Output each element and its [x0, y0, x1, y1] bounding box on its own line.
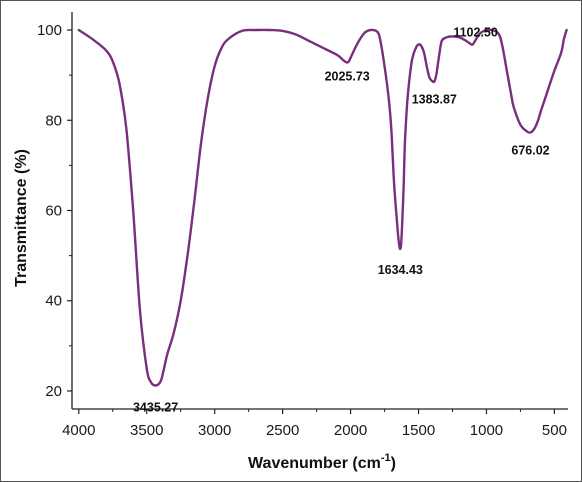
x-tick-label-1500: 1500: [402, 422, 435, 439]
x-axis-title-superscript: -1: [381, 452, 391, 464]
peak-annotations: 3435.27 2025.73 1634.43 1383.87 1102.50 676.0…: [133, 25, 550, 414]
peak-label-5: 676.02: [511, 143, 549, 157]
peak-label-0: 3435.27: [133, 401, 178, 415]
peak-label-4: 1102.50: [453, 25, 498, 39]
x-tick-label-2500: 2500: [266, 422, 299, 439]
y-axis-title: Transmittance (%): [13, 149, 30, 287]
x-axis-title-main: Wavenumber (cm: [248, 455, 381, 472]
transmittance-line: [77, 28, 568, 387]
peak-label-1: 2025.73: [325, 70, 370, 84]
x-tick-label-3000: 3000: [198, 422, 231, 439]
ticks: 4000 3500 3000 2500 2000 1500 1000 500 20 40 60 80 1…: [37, 22, 567, 439]
peak-label-3: 1383.87: [412, 92, 457, 106]
y-tick-label-100: 100: [37, 22, 62, 39]
x-tick-label-4000: 4000: [62, 422, 95, 439]
x-tick-label-3500: 3500: [130, 422, 163, 439]
x-axis-title: Wavenumber (cm-1): [248, 452, 396, 472]
y-tick-label-20: 20: [45, 383, 62, 400]
x-axis-title-close: ): [391, 455, 396, 472]
x-tick-label-1000: 1000: [470, 422, 503, 439]
y-tick-label-80: 80: [45, 112, 62, 129]
y-tick-label-60: 60: [45, 203, 62, 220]
y-tick-label-40: 40: [45, 293, 62, 310]
x-tick-label-2000: 2000: [334, 422, 367, 439]
axes: [71, 12, 568, 410]
peak-label-2: 1634.43: [378, 263, 423, 277]
x-tick-label-500: 500: [542, 422, 567, 439]
